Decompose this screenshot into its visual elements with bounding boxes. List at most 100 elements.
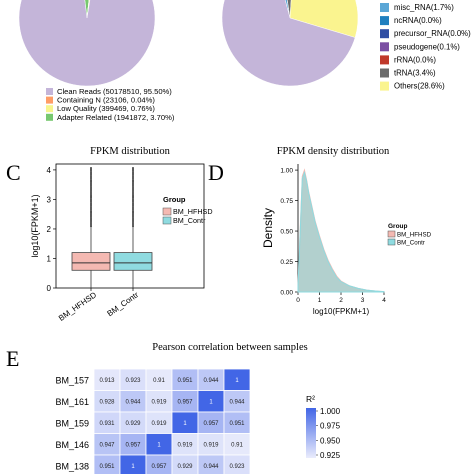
outlier-point — [132, 210, 134, 212]
outlier-point — [132, 216, 134, 219]
outlier-point — [132, 206, 134, 208]
legend-swatch — [387, 230, 396, 238]
outlier-point — [132, 196, 134, 199]
outlier-point — [90, 172, 92, 174]
outlier-point — [132, 180, 134, 182]
legend-label: ncRNA(0.0%) — [394, 16, 442, 25]
outlier-point — [90, 204, 92, 206]
outlier-point — [132, 211, 134, 213]
heatmap-cell-value: 0.923 — [229, 464, 245, 470]
heatmap-row-label: BM_161 — [55, 397, 89, 407]
outlier-point — [90, 194, 92, 197]
y-tick-label: 1 — [47, 254, 52, 263]
heatmap-cell-value: 0.91 — [231, 443, 243, 449]
outlier-point — [90, 175, 92, 177]
outlier-point — [132, 224, 134, 227]
colorbar-tick-label: 0.950 — [320, 436, 341, 445]
x-tick-label: BM_HFHSD — [57, 290, 98, 323]
outlier-point — [90, 209, 92, 211]
outlier-point — [132, 200, 134, 202]
outlier-point — [90, 214, 92, 216]
heatmap-title: Pearson correlation between samples — [152, 342, 307, 353]
outlier-point — [90, 210, 92, 212]
outlier-point — [90, 206, 92, 208]
legend-swatch — [380, 29, 389, 39]
outlier-point — [90, 222, 92, 225]
heatmap-cell-value: 0.944 — [125, 400, 141, 406]
outlier-point — [90, 221, 92, 224]
outlier-point — [90, 213, 92, 215]
legend-swatch — [46, 113, 53, 121]
legend-label: rRNA(0.0%) — [394, 55, 436, 64]
outlier-point — [90, 174, 92, 176]
outlier-point — [90, 200, 92, 202]
heatmap-cell-value: 0.919 — [203, 443, 219, 449]
colorbar — [306, 408, 316, 458]
outlier-point — [132, 174, 134, 176]
colorbar-tick-label: 1.000 — [320, 407, 341, 416]
pie-slice — [84, 0, 90, 19]
y-tick-label: 0.00 — [280, 290, 293, 297]
outlier-point — [132, 190, 134, 193]
legend-swatch — [380, 55, 389, 65]
outlier-point — [90, 184, 92, 187]
legend-swatch — [162, 216, 172, 225]
heatmap-cell-value: 0.957 — [177, 400, 193, 406]
pie-legend-rna-types: misc_RNA(1.7%) ncRNA(0.0%) precursor_RNA(0… — [380, 3, 471, 91]
heatmap-cell — [223, 454, 251, 474]
outlier-point — [132, 203, 134, 205]
heatmap-cell-value: 0.944 — [229, 400, 245, 406]
outlier-point — [132, 213, 134, 215]
outlier-point — [90, 203, 92, 205]
outlier-point — [132, 193, 134, 196]
outlier-point — [90, 178, 92, 180]
outlier-point — [132, 178, 134, 180]
outlier-point — [132, 194, 134, 197]
legend-label: BM_Contr — [173, 216, 206, 225]
outlier-point — [90, 176, 92, 178]
outlier-point — [90, 170, 92, 172]
outlier-point — [90, 188, 92, 191]
legend-label: BM_HFHSD — [397, 232, 432, 239]
x-axis-label: log10(FPKM+1) — [313, 307, 370, 316]
heatmap-cell-value: 0.913 — [99, 378, 115, 384]
outlier-point — [90, 186, 92, 189]
y-axis-label: Density — [261, 208, 275, 248]
legend-swatch — [387, 238, 396, 246]
outlier-point — [90, 183, 92, 185]
outlier-point — [132, 201, 134, 203]
heatmap-cell-value: 0.957 — [151, 464, 167, 470]
y-tick-label: 0.75 — [280, 198, 293, 205]
outlier-point — [132, 166, 134, 169]
outlier-point — [90, 208, 92, 210]
outlier-point — [90, 192, 92, 195]
heatmap-cell-value: 0.957 — [125, 443, 141, 449]
y-tick-label: 0 — [47, 284, 52, 293]
outlier-point — [90, 197, 92, 200]
heatmap-cell-value: 1 — [235, 378, 239, 384]
heatmap-cell-value: 0.929 — [125, 421, 141, 427]
outlier-point — [90, 201, 92, 203]
heatmap-cell-value: 0.951 — [229, 421, 245, 427]
outlier-point — [90, 220, 92, 223]
outlier-point — [132, 182, 134, 184]
colorbar-tick-label: 0.975 — [320, 422, 341, 431]
outlier-point — [132, 202, 134, 204]
y-tick-label: 0.50 — [280, 229, 293, 236]
outlier-point — [90, 215, 92, 218]
heatmap-cell-value: 0.919 — [151, 400, 167, 406]
heatmap-cell-value: 1 — [183, 421, 187, 427]
legend-swatch — [380, 16, 389, 26]
outlier-point — [132, 214, 134, 216]
outlier-point — [90, 205, 92, 207]
heatmap-cell-value: 0.957 — [203, 421, 219, 427]
y-axis-label: log10(FPKM+1) — [30, 194, 40, 257]
density-plot-fpkm: 0.00 0.25 0.50 0.75 1.00 0 1 2 3 4 log10(FPKM+1) De… — [261, 164, 432, 316]
outlier-point — [90, 217, 92, 220]
x-tick-label: 1 — [318, 297, 322, 304]
outlier-point — [132, 179, 134, 181]
outlier-point — [132, 181, 134, 183]
x-tick-label: 4 — [382, 297, 386, 304]
legend-swatch — [46, 96, 53, 104]
heatmap-cell-value: 0.91 — [153, 378, 165, 384]
